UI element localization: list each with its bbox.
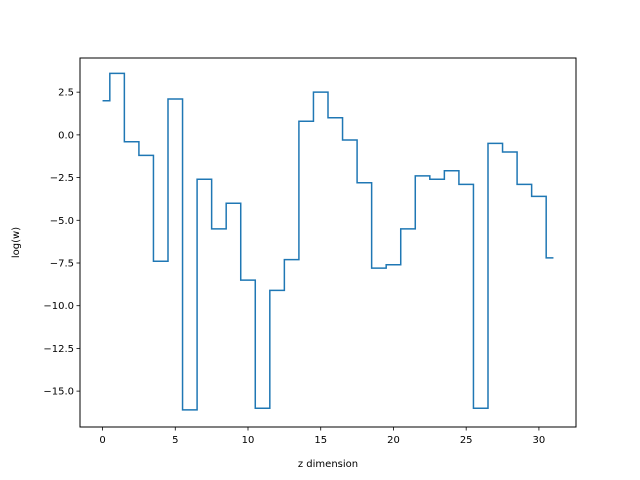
x-tick-label: 25: [460, 435, 473, 446]
y-axis-label: log(w): [11, 227, 22, 258]
y-tick-label: −7.5: [50, 259, 74, 270]
axes-frame: [79, 57, 577, 428]
x-tick-label: 15: [314, 435, 327, 446]
x-tick-label: 5: [172, 435, 178, 446]
x-axis-label: z dimension: [298, 459, 358, 470]
x-tick-label: 30: [533, 435, 546, 446]
y-tick-label: −15.0: [43, 387, 74, 398]
plot-area: [102, 72, 554, 411]
series-line: [102, 72, 554, 411]
x-tick-label: 20: [387, 435, 400, 446]
y-tick-label: −2.5: [50, 173, 74, 184]
y-axis: 2.5 0.0 −2.5 −5.0 −7.5 −10.0 −12.5 −15.0: [43, 88, 80, 398]
x-axis: 0 5 10 15 20 25 30: [99, 427, 545, 446]
x-tick-label: 0: [99, 435, 105, 446]
y-tick-label: 0.0: [58, 130, 74, 141]
y-tick-label: 2.5: [58, 88, 74, 99]
y-tick-label: −5.0: [50, 216, 74, 227]
y-tick-label: −12.5: [43, 344, 74, 355]
y-tick-label: −10.0: [43, 301, 74, 312]
x-tick-label: 10: [242, 435, 255, 446]
